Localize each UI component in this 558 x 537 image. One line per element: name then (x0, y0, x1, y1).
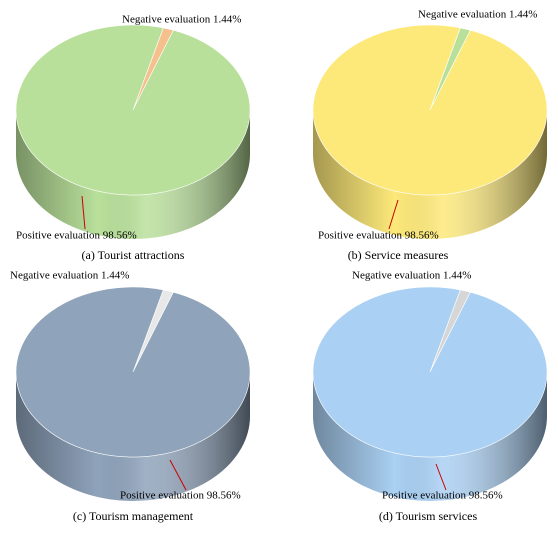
data-label: Negative evaluation 1.44% (418, 9, 537, 21)
slice (312, 286, 548, 458)
data-label: Positive evaluation 98.56% (318, 230, 439, 242)
leader-line (81, 195, 86, 230)
data-label: Negative evaluation 1.44% (352, 270, 471, 282)
data-label: Positive evaluation 98.56% (120, 490, 241, 502)
slice (15, 24, 251, 196)
data-label: Negative evaluation 1.44% (10, 270, 129, 282)
chart-title: (a) Tourist attractions (82, 248, 185, 262)
leader-line (169, 459, 187, 491)
leader-line (435, 463, 447, 491)
chart-title: (b) Service measures (348, 248, 449, 262)
data-label: Positive evaluation 98.56% (382, 490, 503, 502)
chart-title: (c) Tourism management (73, 509, 194, 523)
side-shade (313, 110, 547, 239)
leader-line (388, 199, 399, 230)
side-shade (313, 372, 547, 501)
slice (312, 24, 548, 196)
side-shade (16, 110, 250, 239)
data-label: Positive evaluation 98.56% (16, 230, 137, 242)
slice (15, 286, 251, 458)
chart-title: (d) Tourism services (379, 509, 478, 523)
side-shade (16, 372, 250, 501)
data-label: Negative evaluation 1.44% (122, 14, 241, 26)
